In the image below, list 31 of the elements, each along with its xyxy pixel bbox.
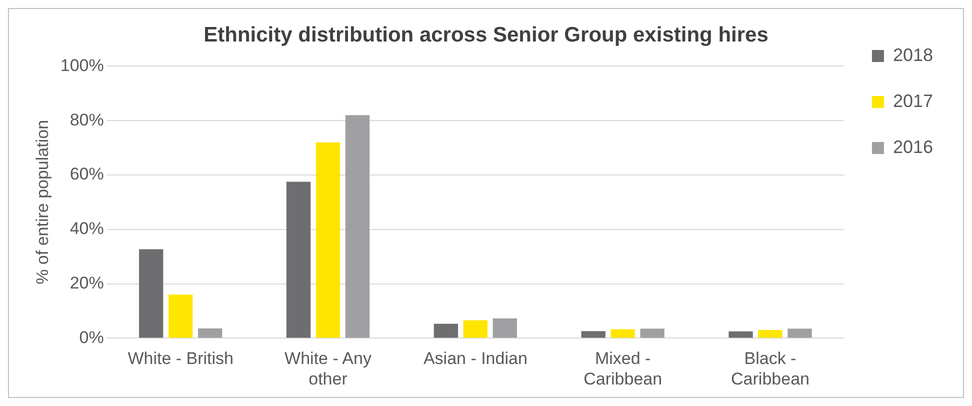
y-tick-label: 40% [70, 219, 104, 238]
bar [168, 294, 193, 338]
y-axis-title: % of entire population [32, 120, 52, 284]
bar [345, 115, 370, 338]
legend-label: 2016 [892, 136, 934, 157]
bar [139, 249, 164, 338]
bar [728, 331, 753, 338]
bar [316, 142, 340, 338]
bar [640, 328, 664, 338]
bar [758, 330, 782, 338]
y-tick-label: 100% [60, 56, 104, 75]
chart-title: Ethnicity distribution across Senior Group existing hires [204, 23, 768, 46]
bar [581, 331, 606, 338]
bar [198, 328, 222, 338]
y-tick-label: 20% [70, 273, 104, 292]
y-tick-label: 80% [70, 110, 104, 130]
bar [434, 324, 458, 338]
y-tick-label: 0% [79, 328, 104, 347]
legend-label: 2018 [892, 44, 934, 65]
y-tick-label: 60% [70, 164, 104, 184]
bar [610, 329, 635, 338]
x-tick-label: Mixed - Caribbean [584, 349, 662, 388]
bar [286, 182, 311, 338]
bar [463, 320, 488, 338]
legend-label: 2017 [892, 90, 934, 111]
x-tick-label: Asian - Indian [423, 349, 528, 368]
bar [492, 318, 517, 338]
x-tick-label: White - British [128, 349, 234, 368]
x-tick-label: White - Any other [284, 349, 372, 388]
x-tick-label: Black - Caribbean [731, 349, 810, 388]
bar [788, 328, 812, 338]
